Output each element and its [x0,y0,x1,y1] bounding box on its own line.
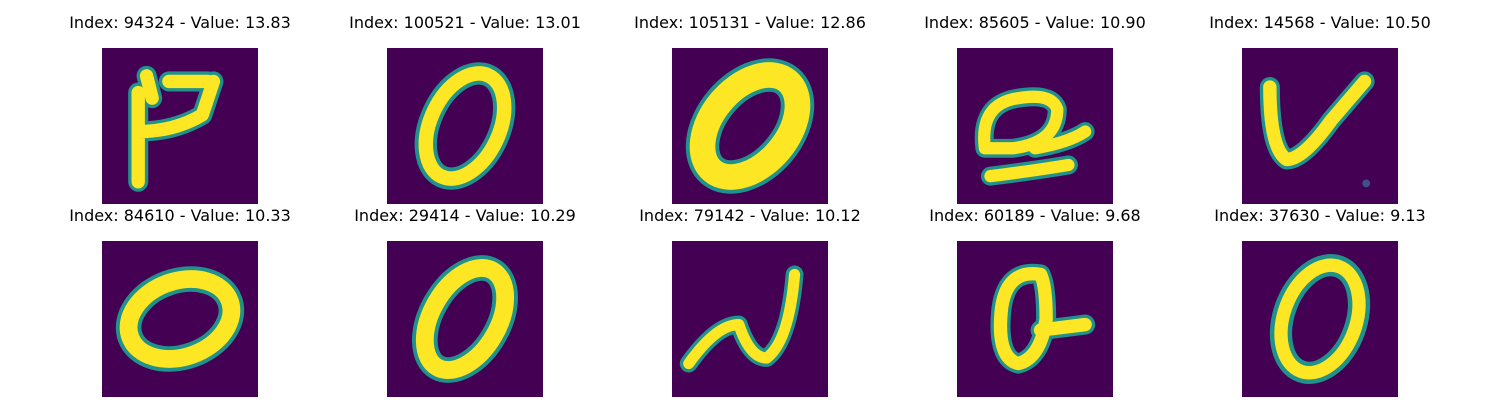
panel-title: Index: 84610 - Value: 10.33 [69,206,291,225]
panel-7: Index: 29414 - Value: 10.29 [320,205,610,397]
panel-2: Index: 100521 - Value: 13.01 [320,12,610,204]
digit-image-zero-thick [672,48,828,204]
panel-9: Index: 60189 - Value: 9.68 [890,205,1180,397]
panel-title: Index: 94324 - Value: 13.83 [69,13,291,32]
panel-title: Index: 105131 - Value: 12.86 [634,13,866,32]
digit-image-zero [1242,241,1398,397]
panel-1: Index: 94324 - Value: 13.83 [35,12,325,204]
digit-image-zero [387,48,543,204]
digit-image-v [1242,48,1398,204]
digit-image-hook [102,48,258,204]
panel-3: Index: 105131 - Value: 12.86 [605,12,895,204]
digit-image-zero [102,241,258,397]
panel-10: Index: 37630 - Value: 9.13 [1175,205,1465,397]
digit-image-zero [387,241,543,397]
digit-image-loop [957,48,1113,204]
panel-title: Index: 37630 - Value: 9.13 [1214,206,1426,225]
panel-6: Index: 84610 - Value: 10.33 [35,205,325,397]
panel-title: Index: 14568 - Value: 10.50 [1209,13,1431,32]
panel-5: Index: 14568 - Value: 10.50 [1175,12,1465,204]
panel-title: Index: 29414 - Value: 10.29 [354,206,576,225]
panel-title: Index: 60189 - Value: 9.68 [929,206,1141,225]
panel-title: Index: 100521 - Value: 13.01 [349,13,581,32]
panel-8: Index: 79142 - Value: 10.12 [605,205,895,397]
panel-title: Index: 85605 - Value: 10.90 [924,13,1146,32]
panel-title: Index: 79142 - Value: 10.12 [639,206,861,225]
digit-image-n [672,241,828,397]
digit-image-a [957,241,1113,397]
panel-4: Index: 85605 - Value: 10.90 [890,12,1180,204]
